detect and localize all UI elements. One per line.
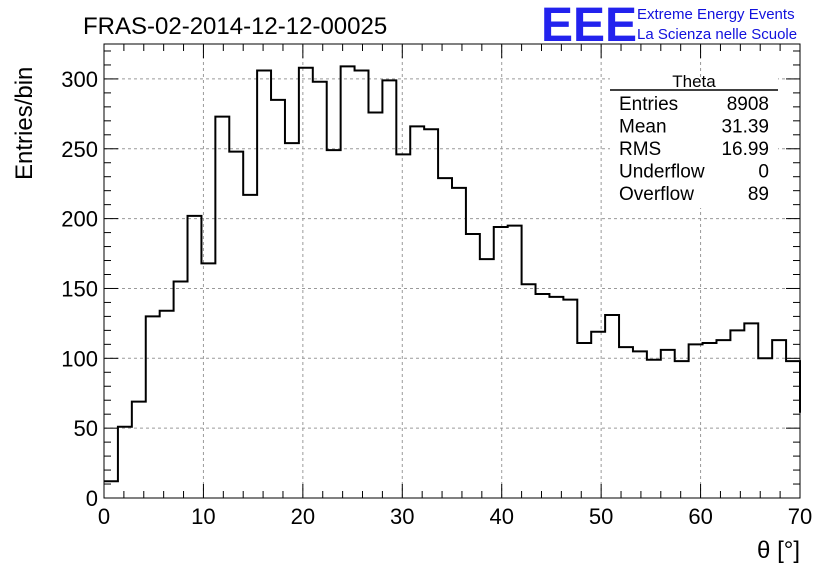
x-tick-label: 50 [589, 504, 613, 529]
x-tick-label: 10 [191, 504, 215, 529]
stats-label: Overflow [619, 184, 694, 205]
stats-label: RMS [619, 139, 661, 160]
stats-value: 16.99 [721, 139, 769, 160]
eee-logo-line2: La Scienza nelle Scuole [637, 26, 797, 43]
grid-lines [104, 44, 800, 498]
stats-label: Entries [619, 94, 678, 115]
chart-title: FRAS-02-2014-12-12-00025 [83, 13, 387, 40]
stats-box: Theta Entries 8908 Mean 31.39 RMS 16.99 Underf… [610, 72, 778, 208]
y-tick-labels: 0 50 100 150 200 250 300 [61, 67, 98, 511]
stats-label: Mean [619, 117, 667, 138]
y-tick-label: 0 [86, 486, 98, 511]
stats-value: 31.39 [721, 117, 769, 138]
x-tick-label: 70 [788, 504, 812, 529]
y-tick-label: 50 [74, 416, 98, 441]
eee-logo-mark: EEE [541, 0, 637, 52]
stats-box-background [610, 78, 778, 208]
y-tick-label: 300 [61, 67, 98, 92]
x-tick-label: 20 [291, 504, 315, 529]
x-axis-label: θ [°] [757, 537, 800, 564]
x-tick-labels: 0 10 20 30 40 50 60 70 [98, 504, 812, 529]
eee-logo-line1: Extreme Energy Events [637, 6, 795, 23]
stats-rows: Entries 8908 Mean 31.39 RMS 16.99 Underflow 0 Ov… [619, 94, 769, 205]
histogram-outline [104, 65, 801, 483]
x-tick-label: 30 [390, 504, 414, 529]
y-tick-label: 200 [61, 207, 98, 232]
axis-ticks [103, 44, 801, 499]
stats-value: 8908 [727, 94, 769, 115]
stats-label: Underflow [619, 162, 705, 183]
y-tick-label: 100 [61, 346, 98, 371]
x-tick-label: 40 [489, 504, 513, 529]
stats-box-title: Theta [672, 72, 716, 91]
y-tick-label: 250 [61, 137, 98, 162]
stats-value: 89 [748, 184, 769, 205]
x-tick-label: 60 [688, 504, 712, 529]
y-tick-label: 150 [61, 276, 98, 301]
y-axis-label: Entries/bin [11, 67, 38, 180]
eee-logo: EEE Extreme Energy Events La Scienza nel… [541, 0, 797, 52]
x-tick-label: 0 [98, 504, 110, 529]
plot-frame [103, 43, 801, 499]
stats-value: 0 [758, 162, 769, 183]
